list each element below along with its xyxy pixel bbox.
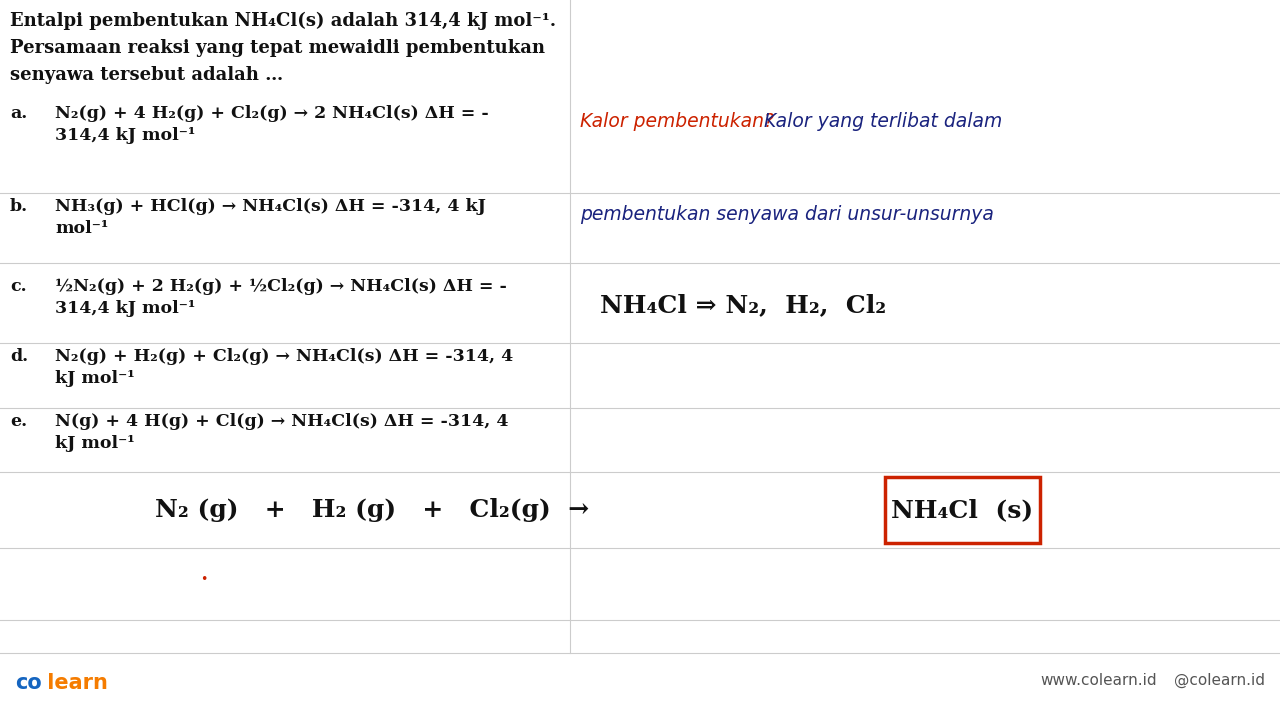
Text: •: • <box>200 573 207 586</box>
Text: N₂ (g)   +   H₂ (g)   +   Cl₂(g)  →: N₂ (g) + H₂ (g) + Cl₂(g) → <box>155 498 589 522</box>
Text: NH₃(g) + HCl(g) → NH₄Cl(s) ΔH = -314, 4 kJ: NH₃(g) + HCl(g) → NH₄Cl(s) ΔH = -314, 4 … <box>55 198 486 215</box>
Text: d.: d. <box>10 348 28 365</box>
Text: learn: learn <box>40 673 108 693</box>
Text: ½N₂(g) + 2 H₂(g) + ½Cl₂(g) → NH₄Cl(s) ΔH = -: ½N₂(g) + 2 H₂(g) + ½Cl₂(g) → NH₄Cl(s) ΔH… <box>55 278 507 295</box>
Text: b.: b. <box>10 198 28 215</box>
Text: 314,4 kJ mol⁻¹: 314,4 kJ mol⁻¹ <box>55 127 196 144</box>
Text: Kalor yang terlibat dalam: Kalor yang terlibat dalam <box>758 112 1002 131</box>
Text: @colearn.id: @colearn.id <box>1174 673 1265 688</box>
Text: N₂(g) + H₂(g) + Cl₂(g) → NH₄Cl(s) ΔH = -314, 4: N₂(g) + H₂(g) + Cl₂(g) → NH₄Cl(s) ΔH = -… <box>55 348 513 365</box>
Text: N₂(g) + 4 H₂(g) + Cl₂(g) → 2 NH₄Cl(s) ΔH = -: N₂(g) + 4 H₂(g) + Cl₂(g) → 2 NH₄Cl(s) ΔH… <box>55 105 489 122</box>
Text: Entalpi pembentukan NH₄Cl(s) adalah 314,4 kJ mol⁻¹.: Entalpi pembentukan NH₄Cl(s) adalah 314,… <box>10 12 556 30</box>
Text: c.: c. <box>10 278 27 295</box>
Text: senyawa tersebut adalah …: senyawa tersebut adalah … <box>10 66 283 84</box>
Text: NH₄Cl ⇒ N₂,  H₂,  Cl₂: NH₄Cl ⇒ N₂, H₂, Cl₂ <box>599 293 886 317</box>
Text: e.: e. <box>10 413 27 430</box>
Text: pembentukan senyawa dari unsur-unsurnya: pembentukan senyawa dari unsur-unsurnya <box>580 205 993 224</box>
Text: kJ mol⁻¹: kJ mol⁻¹ <box>55 370 134 387</box>
Text: Kalor pembentukan?: Kalor pembentukan? <box>580 112 773 131</box>
Text: www.colearn.id: www.colearn.id <box>1039 673 1157 688</box>
Text: Persamaan reaksi yang tepat mewaidli pembentukan: Persamaan reaksi yang tepat mewaidli pem… <box>10 39 545 57</box>
Text: a.: a. <box>10 105 27 122</box>
Text: kJ mol⁻¹: kJ mol⁻¹ <box>55 435 134 452</box>
Text: NH₄Cl  (s): NH₄Cl (s) <box>891 498 1033 522</box>
Text: 314,4 kJ mol⁻¹: 314,4 kJ mol⁻¹ <box>55 300 196 317</box>
Text: co: co <box>15 673 42 693</box>
FancyBboxPatch shape <box>884 477 1039 543</box>
Text: mol⁻¹: mol⁻¹ <box>55 220 109 237</box>
Text: N(g) + 4 H(g) + Cl(g) → NH₄Cl(s) ΔH = -314, 4: N(g) + 4 H(g) + Cl(g) → NH₄Cl(s) ΔH = -3… <box>55 413 508 430</box>
